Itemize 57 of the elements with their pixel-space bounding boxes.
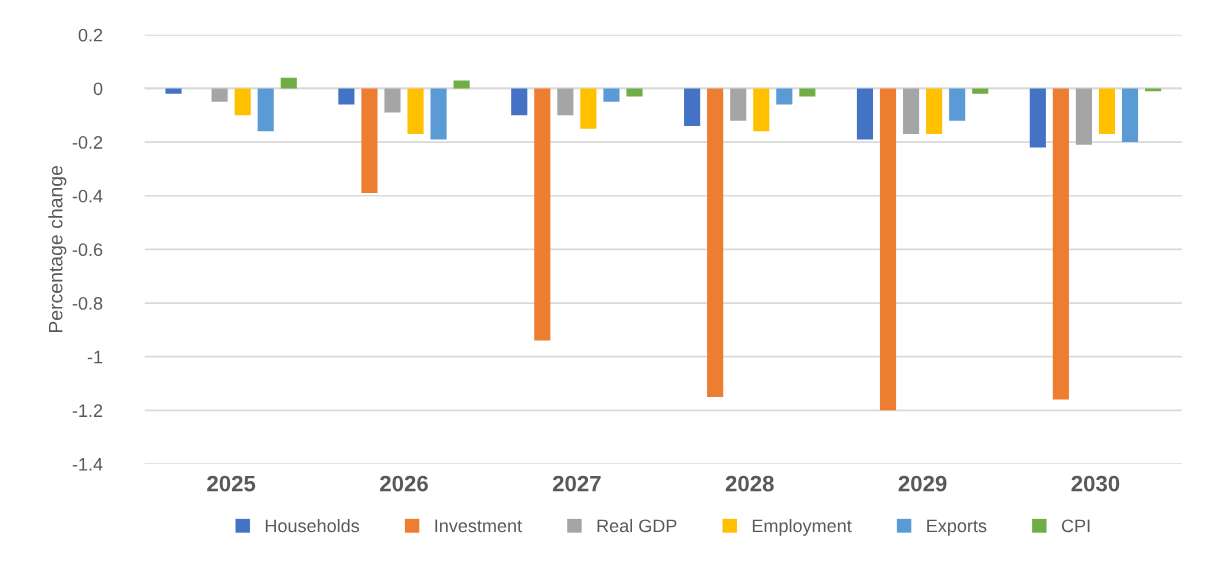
legend-label: Employment [752, 518, 852, 536]
y-tick-label: -1.2 [72, 404, 103, 417]
legend-label: Exports [927, 519, 987, 536]
y-tick-label: -1 [87, 350, 103, 364]
x-tick-label: 2025 [207, 475, 256, 492]
y-tick-label: -0.4 [72, 189, 103, 203]
x-tick-label: 2027 [552, 475, 601, 492]
bar [949, 88, 966, 121]
bar [926, 88, 943, 135]
y-tick-label: -0.8 [72, 296, 103, 310]
bar [361, 88, 378, 194]
legend-label: Real GDP [597, 518, 677, 533]
y-tick-label: -0.2 [72, 136, 103, 149]
bar [972, 88, 989, 94]
y-tick-label: -1.4 [72, 458, 103, 471]
y-tick-label: 0.2 [78, 28, 103, 42]
bar [453, 80, 470, 89]
bar [707, 88, 724, 397]
x-tick-label: 2030 [1071, 475, 1120, 492]
bar [211, 88, 228, 102]
bar [165, 88, 182, 94]
bar [338, 88, 355, 105]
bar [384, 88, 401, 113]
bar [1145, 88, 1162, 92]
x-tick-label: 2026 [380, 475, 428, 492]
bar [753, 88, 770, 132]
bar [534, 88, 551, 341]
bar [580, 88, 597, 129]
bar [776, 88, 793, 105]
bar [1052, 88, 1069, 400]
bar [684, 88, 701, 126]
bar [1098, 88, 1116, 135]
bar [1075, 88, 1092, 145]
y-axis-title: Percentage change [48, 165, 67, 333]
bar [407, 88, 424, 135]
x-tick-label: 2029 [898, 475, 947, 492]
bar [234, 88, 251, 116]
bar [603, 88, 620, 102]
bar [257, 88, 274, 132]
y-tick-label: -0.6 [72, 243, 103, 257]
bar [430, 88, 447, 140]
y-tick-label: 0 [93, 82, 103, 96]
bar [856, 88, 874, 140]
bar [557, 88, 574, 116]
legend-label: Households [265, 518, 360, 533]
legend-label: Investment [435, 519, 522, 533]
bar [799, 88, 816, 97]
bar [879, 88, 897, 411]
x-tick-label: 2028 [725, 475, 774, 492]
bar [730, 88, 747, 121]
bar [1029, 88, 1046, 148]
bar [1121, 88, 1139, 143]
bar [511, 88, 528, 116]
bar [903, 88, 920, 135]
bar [280, 77, 297, 89]
bar [626, 88, 643, 97]
legend-label: CPI [1061, 519, 1090, 533]
